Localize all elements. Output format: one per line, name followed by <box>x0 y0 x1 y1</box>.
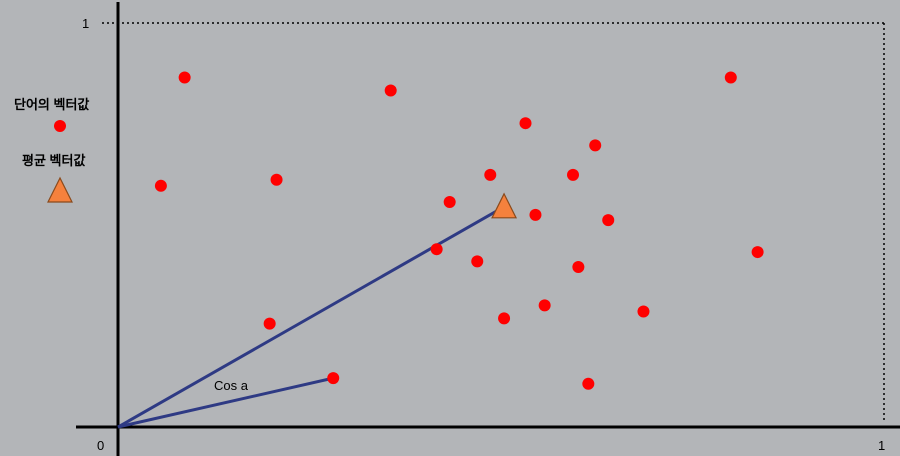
word-vector-point-8 <box>567 168 580 181</box>
vector-line-0 <box>117 205 505 429</box>
word-vector-point-16 <box>538 299 551 312</box>
word-vector-point-1 <box>384 84 397 97</box>
word-vector-point-3 <box>519 117 532 130</box>
word-vector-point-18 <box>498 312 511 325</box>
word-vector-point-9 <box>443 195 456 208</box>
word-vector-point-7 <box>484 168 497 181</box>
legend-mean-vector-label: 평균 벡터값 <box>22 153 86 168</box>
word-vector-point-17 <box>637 305 650 318</box>
vector-line-1 <box>117 376 334 429</box>
word-vector-point-12 <box>430 243 443 256</box>
word-vector-point-19 <box>263 317 276 330</box>
word-vector-point-6 <box>270 173 283 186</box>
word-vector-point-20 <box>327 372 340 385</box>
word-vector-point-11 <box>602 214 615 227</box>
word-vector-point-2 <box>724 71 737 84</box>
legend-word-vector-marker <box>54 120 66 132</box>
word-vector-point-13 <box>471 255 484 268</box>
legend-word-vector-label: 단어의 벡터값 <box>14 97 90 112</box>
word-vector-point-14 <box>572 261 585 274</box>
angle-label: Cos a <box>214 378 248 393</box>
origin-label: 0 <box>97 438 105 453</box>
word-vector-point-0 <box>178 71 191 84</box>
word-vector-point-15 <box>751 246 764 259</box>
x-axis-max-label: 1 <box>878 438 886 453</box>
word-vector-point-21 <box>582 377 595 390</box>
mean-vector-triangle <box>491 192 518 219</box>
word-vector-point-4 <box>589 139 602 152</box>
word-vector-point-10 <box>529 208 542 221</box>
y-axis-max-label: 1 <box>82 16 90 31</box>
word-vector-point-5 <box>154 179 167 192</box>
legend-mean-vector-marker <box>47 176 73 203</box>
